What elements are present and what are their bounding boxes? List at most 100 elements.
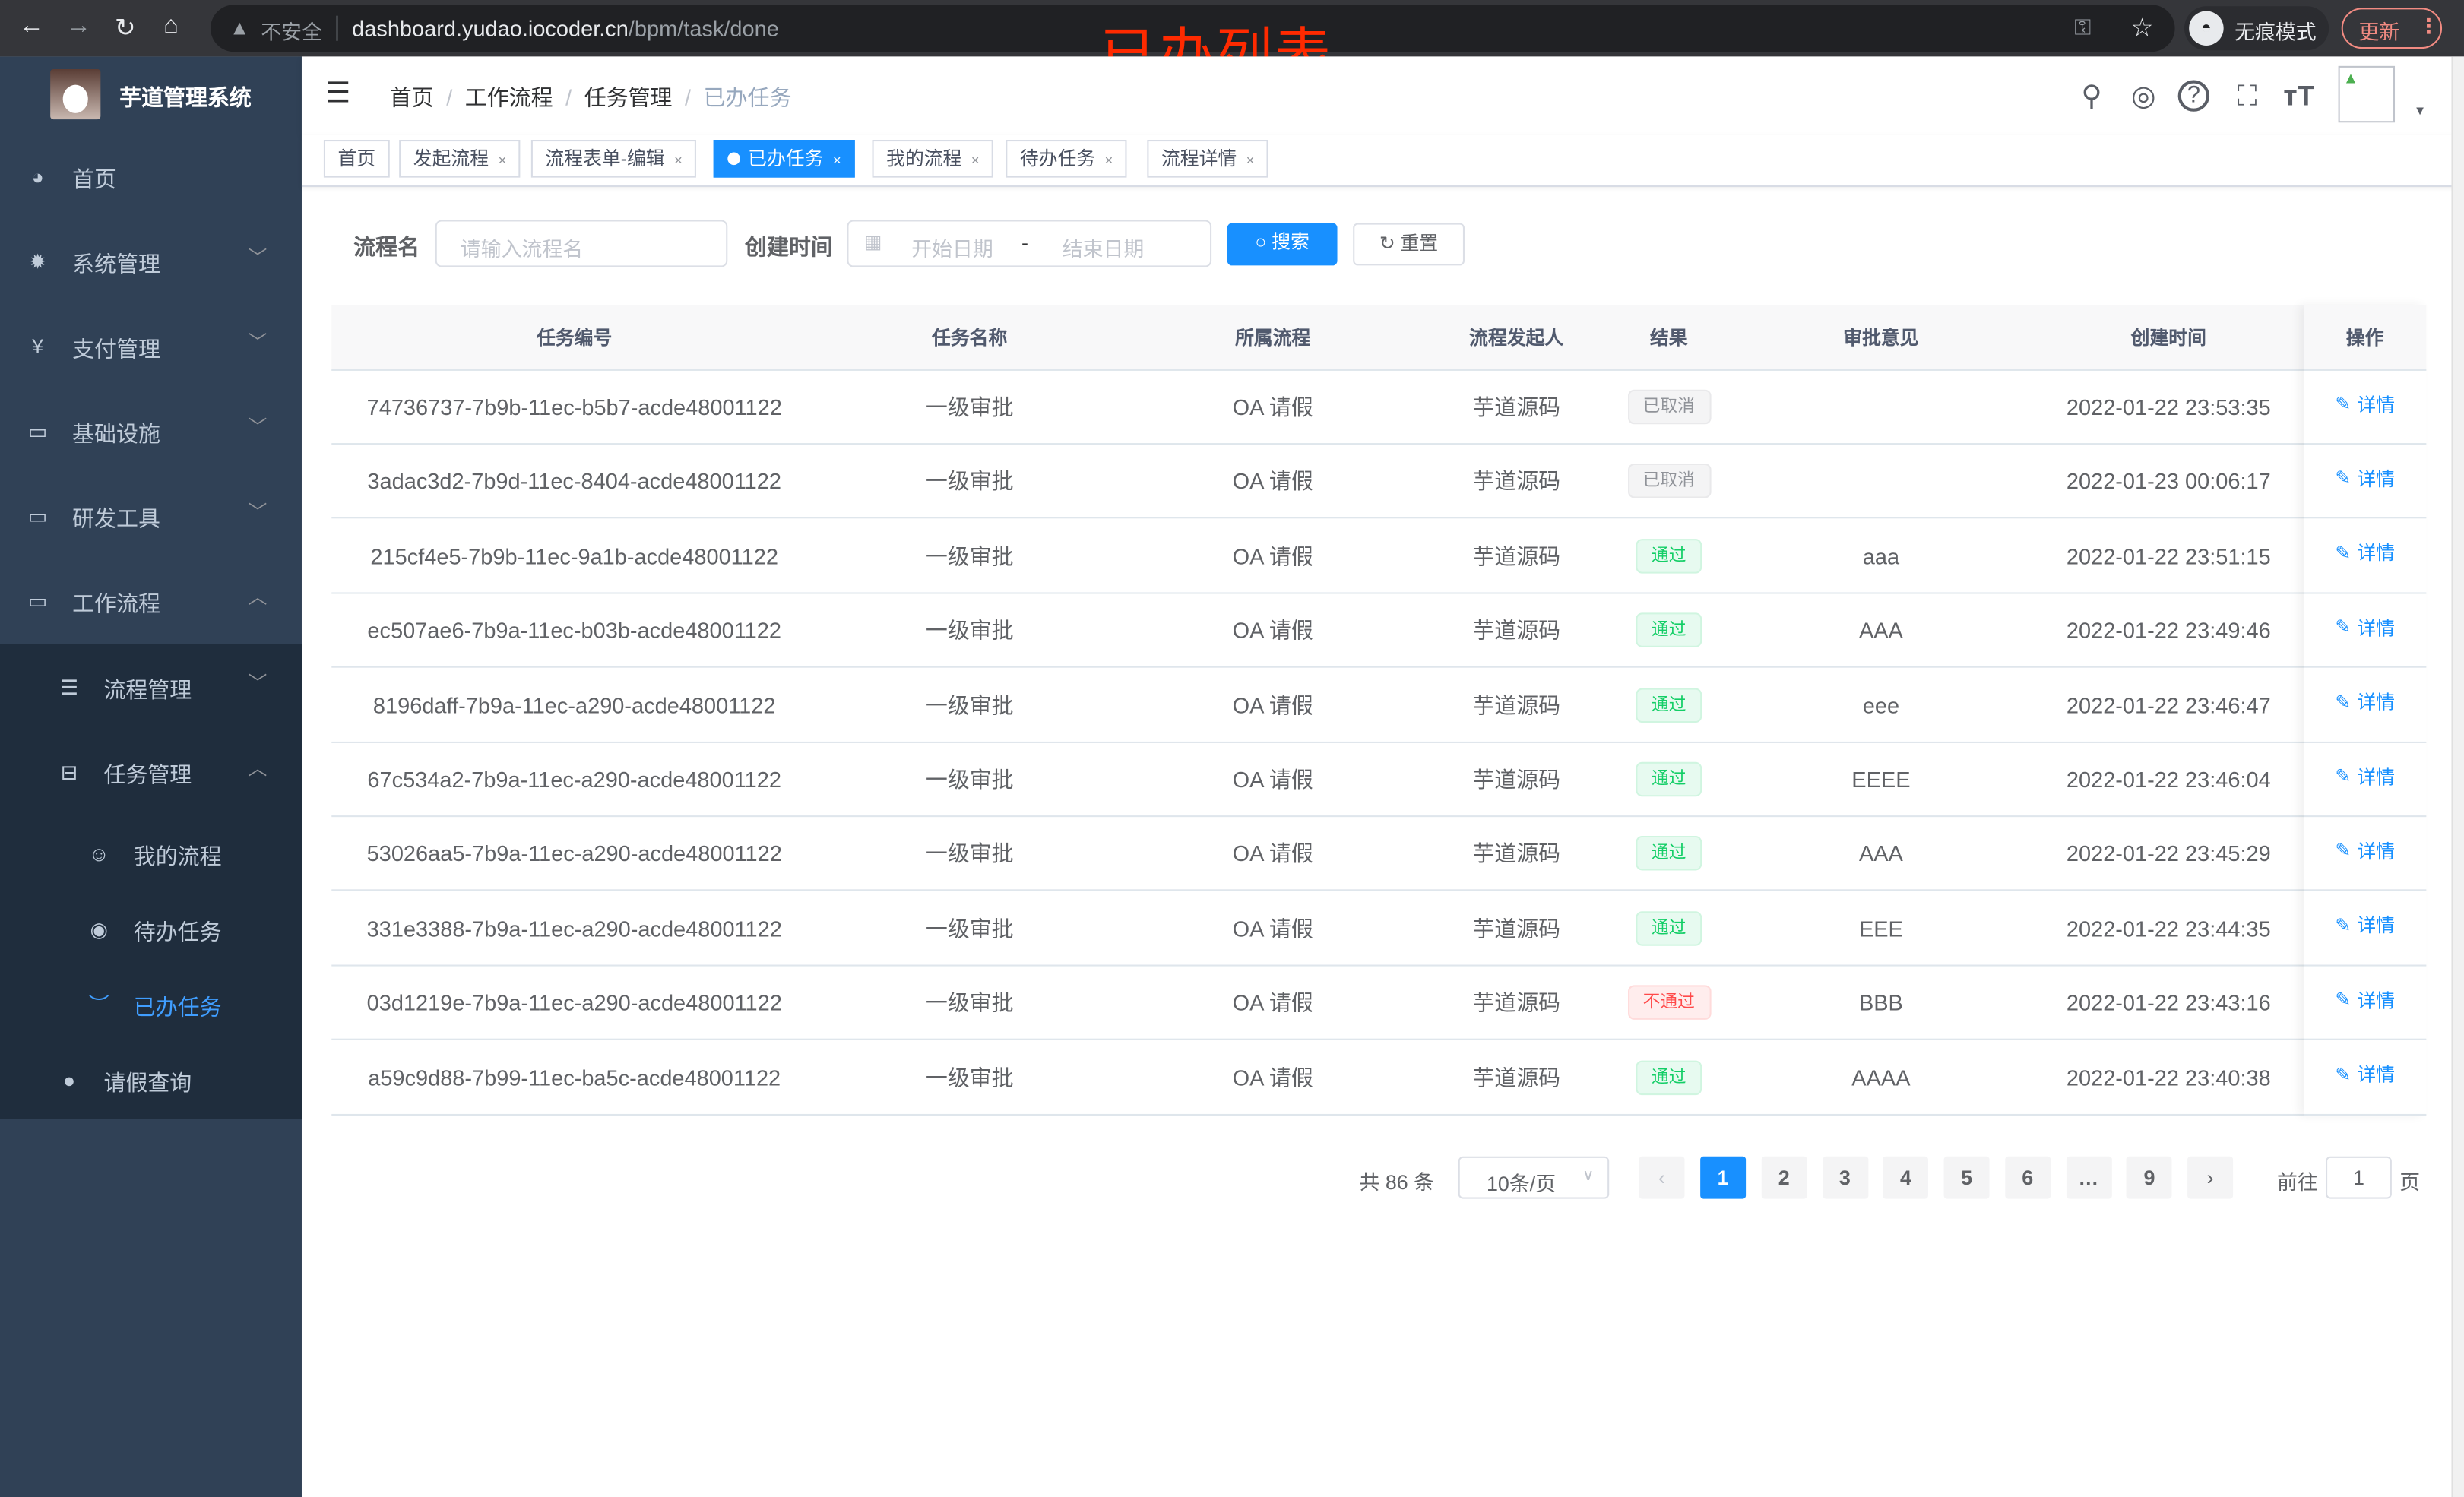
page-button[interactable]: 2 <box>1761 1156 1807 1199</box>
sidebar-item-支付管理[interactable]: ¥ 支付管理 ﹀ <box>0 309 302 385</box>
browser-toolbar: ← → ↻ ⌂ ▲ 不安全 dashboard.yudao.iocoder.cn… <box>0 0 2464 57</box>
tag-待办任务[interactable]: 待办任务 × <box>1006 140 1128 178</box>
search-button[interactable]: ○ 搜索 <box>1227 223 1338 266</box>
cell-time: 2022-01-22 23:51:15 <box>2066 543 2271 569</box>
sidebar-item-已办任务[interactable]: ︶ 已办任务 <box>0 968 302 1043</box>
key-icon[interactable]: ⚿ <box>2074 14 2092 40</box>
sidebar-item-label: 首页 <box>72 166 117 192</box>
cell-result: 通过 <box>1609 743 1728 815</box>
detail-link[interactable]: ✎ 详情 <box>2304 445 2426 517</box>
sidebar-item-系统管理[interactable]: ✹ 系统管理 ﹀ <box>0 225 302 300</box>
detail-link[interactable]: ✎ 详情 <box>2304 371 2426 443</box>
tag-发起流程[interactable]: 发起流程 × <box>399 140 521 178</box>
hamburger-icon[interactable]: ☰ <box>325 77 351 109</box>
refresh-icon: ↻ <box>1379 233 1395 255</box>
tag-已办任务[interactable]: 已办任务 × <box>713 140 856 178</box>
sidebar-item-流程管理[interactable]: ☰ 流程管理 ﹀ <box>0 650 302 726</box>
sidebar-item-研发工具[interactable]: ▭ 研发工具 ﹀ <box>0 479 302 555</box>
page-button[interactable]: 1 <box>1700 1156 1747 1199</box>
tag-流程表单-编辑[interactable]: 流程表单-编辑 × <box>530 140 697 178</box>
breadcrumb-item[interactable]: 任务管理 <box>584 84 673 110</box>
incognito-indicator[interactable]: ◓ 无痕模式 <box>2184 6 2329 51</box>
search-icon: ○ <box>1255 230 1267 253</box>
sidebar-item-待办任务[interactable]: ◉ 待办任务 <box>0 892 302 967</box>
home-icon[interactable]: ⌂ <box>163 12 179 40</box>
status-badge: 通过 <box>1636 761 1702 797</box>
update-button[interactable]: 更新 ⋮ <box>2341 8 2443 49</box>
tag-流程详情[interactable]: 流程详情 × <box>1147 140 1269 178</box>
page-button[interactable]: 3 <box>1822 1156 1868 1199</box>
close-icon[interactable]: × <box>971 152 980 169</box>
fullscreen-icon[interactable]: ⛶ <box>2237 80 2257 112</box>
end-date-placeholder[interactable]: 结束日期 <box>1062 237 1145 261</box>
cell-time: 2022-01-22 23:44:35 <box>2066 915 2271 942</box>
cell-initiator: 芋道源码 <box>1472 617 1561 644</box>
close-icon[interactable]: × <box>498 152 507 169</box>
tag-首页[interactable]: 首页 <box>323 140 390 178</box>
cell-name: 一级审批 <box>925 989 1014 1016</box>
reset-button[interactable]: ↻ 重置 <box>1353 223 1465 266</box>
edit-icon: ✎ <box>2335 467 2352 489</box>
page-size-select[interactable]: 10条/页 ∨ <box>1458 1156 1610 1199</box>
breadcrumb-item[interactable]: 工作流程 <box>464 84 553 110</box>
sidebar-item-首页[interactable]: ◕ 首页 <box>0 140 302 215</box>
detail-link[interactable]: ✎ 详情 <box>2304 669 2426 741</box>
tag-label: 待办任务 <box>1019 147 1096 170</box>
sidebar-item-label: 我的流程 <box>133 843 222 869</box>
prev-page-button[interactable]: ‹ <box>1639 1156 1685 1199</box>
detail-label: 详情 <box>2357 840 2396 862</box>
caret-down-icon[interactable]: ▼ <box>2413 103 2427 119</box>
forward-icon[interactable]: → <box>65 12 91 40</box>
close-icon[interactable]: × <box>1246 152 1255 169</box>
close-icon[interactable]: × <box>674 152 683 169</box>
tag-我的流程[interactable]: 我的流程 × <box>872 140 994 178</box>
detail-link[interactable]: ✎ 详情 <box>2304 594 2426 666</box>
avatar[interactable]: ▲ <box>2338 65 2396 123</box>
sidebar-item-我的流程[interactable]: ☺ 我的流程 <box>0 817 302 892</box>
scrollbar[interactable] <box>2451 56 2464 1497</box>
start-date-placeholder[interactable]: 开始日期 <box>911 237 993 261</box>
sidebar-item-请假查询[interactable]: ● 请假查询 <box>0 1043 302 1119</box>
next-page-button[interactable]: › <box>2187 1156 2234 1199</box>
font-size-icon[interactable]: ᴛT <box>2283 80 2315 112</box>
tag-label: 流程表单-编辑 <box>545 147 665 170</box>
sidebar-item-基础设施[interactable]: ▭ 基础设施 ﹀ <box>0 394 302 470</box>
close-icon[interactable]: × <box>1104 152 1113 169</box>
detail-link[interactable]: ✎ 详情 <box>2304 818 2426 890</box>
star-icon[interactable]: ☆ <box>2130 15 2154 43</box>
address-bar[interactable]: ▲ 不安全 dashboard.yudao.iocoder.cn/bpm/tas… <box>211 5 2175 52</box>
logo <box>50 68 101 120</box>
page-button[interactable]: 4 <box>1883 1156 1929 1199</box>
page-button[interactable]: 6 <box>2004 1156 2051 1199</box>
sidebar-item-工作流程[interactable]: ▭ 工作流程 ︿ <box>0 564 302 639</box>
more-pages-button[interactable]: … <box>2065 1156 2111 1199</box>
detail-link[interactable]: ✎ 详情 <box>2304 892 2426 964</box>
tag-label: 已办任务 <box>748 147 824 170</box>
reload-icon[interactable]: ↻ <box>114 15 136 43</box>
detail-link[interactable]: ✎ 详情 <box>2304 1041 2426 1113</box>
url-path: /bpm/task/done <box>628 15 779 41</box>
cell-comment <box>1728 445 2033 517</box>
date-range-picker[interactable]: ▦ 开始日期 - 结束日期 <box>847 220 1212 267</box>
breadcrumb: 首页 / 工作流程 / 任务管理 / 已办任务 <box>390 82 792 113</box>
page-button[interactable]: 9 <box>2126 1156 2172 1199</box>
goto-page-input[interactable]: 1 <box>2326 1156 2392 1199</box>
github-icon[interactable]: ◎ <box>2130 80 2156 112</box>
page-button[interactable]: 5 <box>1943 1156 1990 1199</box>
sidebar-item-任务管理[interactable]: ⊟ 任务管理 ︿ <box>0 736 302 811</box>
detail-link[interactable]: ✎ 详情 <box>2304 520 2426 592</box>
close-icon[interactable]: × <box>832 152 841 169</box>
cell-comment: AAAA <box>1851 1064 1911 1090</box>
cell-comment: aaa <box>1862 543 1900 569</box>
detail-link[interactable]: ✎ 详情 <box>2304 743 2426 815</box>
process-name-input[interactable]: 请输入流程名 <box>435 220 728 267</box>
search-icon[interactable]: ⚲ <box>2081 80 2102 112</box>
url-text[interactable]: dashboard.yudao.iocoder.cn/bpm/task/done <box>352 16 779 41</box>
back-icon[interactable]: ← <box>18 12 44 40</box>
sidebar-item-label: 请假查询 <box>103 1070 192 1096</box>
help-icon[interactable]: ? <box>2177 80 2210 112</box>
cell-name: 一级审批 <box>925 394 1014 420</box>
detail-link[interactable]: ✎ 详情 <box>2304 967 2426 1039</box>
column-header: 所属流程 <box>1235 327 1311 350</box>
breadcrumb-item[interactable]: 首页 <box>389 84 434 110</box>
